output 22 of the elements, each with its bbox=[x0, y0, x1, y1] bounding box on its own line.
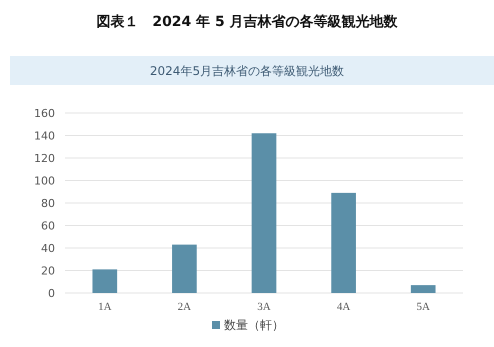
y-tick-label: 40 bbox=[41, 242, 55, 255]
chart-title: 図表１ 2024 年 5 月吉林省の各等級観光地数 bbox=[96, 14, 399, 30]
bar bbox=[92, 269, 118, 293]
x-tick-label: 1A bbox=[98, 301, 112, 313]
x-tick-label: 4A bbox=[336, 301, 350, 313]
y-tick-label: 160 bbox=[34, 106, 55, 120]
y-tick-label: 140 bbox=[34, 129, 55, 142]
bar bbox=[331, 192, 356, 293]
y-tick-label: 120 bbox=[34, 152, 55, 165]
legend-label: 数量（軒） bbox=[224, 318, 284, 332]
y-tick-label: 0 bbox=[48, 286, 55, 300]
y-tick-label: 60 bbox=[41, 219, 55, 232]
bar bbox=[172, 244, 197, 293]
x-tick-label: 3A bbox=[257, 301, 271, 313]
x-tick-label: 2A bbox=[178, 301, 192, 313]
x-tick-label: 5A bbox=[416, 301, 430, 313]
bar bbox=[252, 133, 276, 293]
chart-subtitle: 2024年5月吉林省の各等級観光地数 bbox=[150, 64, 344, 78]
y-tick-label: 100 bbox=[34, 174, 55, 188]
y-tick-label: 80 bbox=[41, 196, 55, 210]
y-tick-label: 20 bbox=[41, 264, 55, 278]
bar bbox=[410, 285, 436, 293]
